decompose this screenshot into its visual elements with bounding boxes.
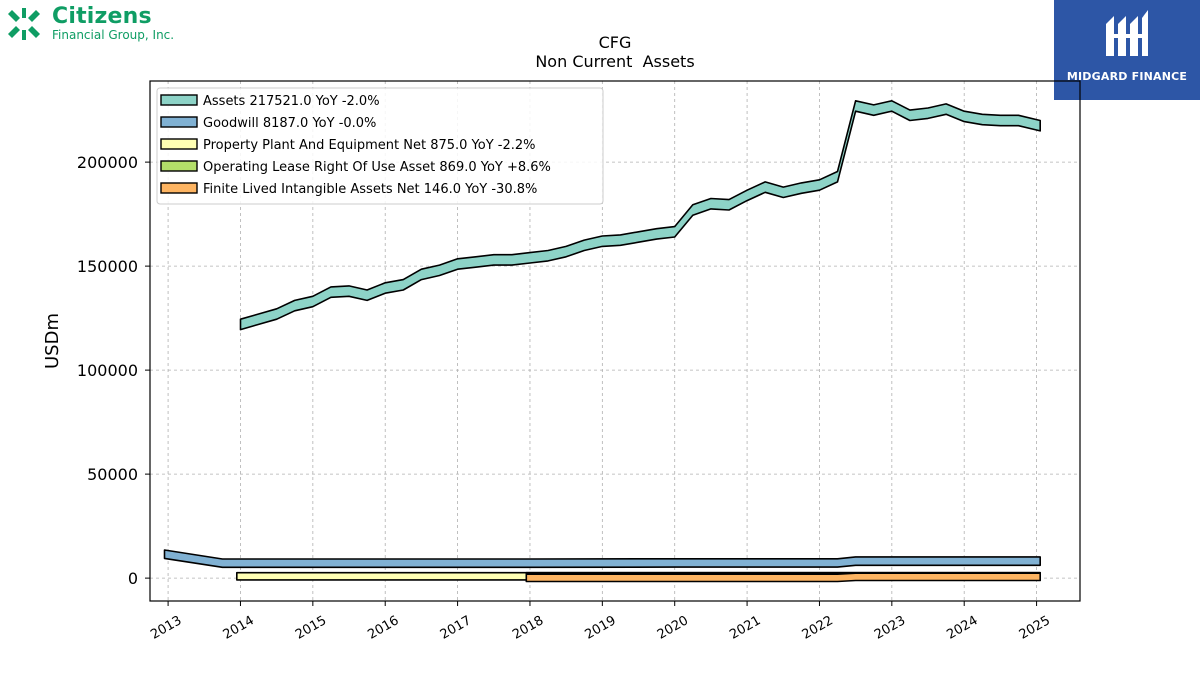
legend: Assets 217521.0 YoY -2.0% Goodwill 8187.0… [156,87,604,205]
x-tick-label: 2015 [293,613,329,643]
legend-entry: Assets 217521.0 YoY -2.0% [203,94,380,109]
y-axis-label: USDm [42,313,63,369]
legend-box [156,87,604,205]
midgard-finance-logo-icon [1106,10,1148,56]
brand-subtitle: Financial Group, Inc. [52,28,175,42]
x-tick-label: 2024 [944,613,980,643]
citizens-logo-mark-icon [8,8,40,40]
x-tick-label: 2016 [365,613,401,643]
chart-subtitle: Non Current Assets [535,52,694,71]
x-tick-label: 2013 [148,613,184,643]
series-band-2 [163,549,1041,569]
legend-entry: Goodwill 8187.0 YoY -0.0% [203,116,376,131]
legend-swatch [160,94,198,106]
series-band-5 [525,572,1041,583]
y-tick-label: 150000 [77,257,138,276]
y-tick-label: 100000 [77,361,138,380]
y-axis: 0 50000 100000 150000 200000 [77,153,150,588]
brand-name: Citizens [52,4,152,29]
y-tick-label: 0 [128,569,138,588]
legend-swatch [160,182,198,194]
midgard-finance-badge: MIDGARD FINANCE [1054,0,1200,100]
x-tick-label: 2014 [221,613,257,643]
chart-title: CFG [599,33,632,52]
legend-entry: Property Plant And Equipment Net 875.0 Y… [203,138,536,153]
x-tick-label: 2018 [510,613,546,643]
legend-swatch [160,160,198,172]
x-tick-label: 2022 [800,613,836,643]
x-tick-label: 2021 [727,613,763,643]
legend-entry: Operating Lease Right Of Use Asset 869.0… [203,160,551,175]
x-tick-label: 2023 [872,613,908,643]
x-tick-label: 2025 [1017,613,1053,643]
legend-swatch [160,116,198,128]
x-axis: 2013 2014 2015 2016 2017 2018 2019 2020 2021 2022… [148,601,1053,643]
badge-label: MIDGARD FINANCE [1066,70,1188,83]
y-tick-label: 200000 [77,153,138,172]
citizens-logo: Citizens Financial Group, Inc. [4,4,204,46]
series-layer [163,100,1041,583]
x-tick-label: 2020 [655,613,691,643]
series-band-1 [239,100,1041,331]
legend-entry: Finite Lived Intangible Assets Net 146.0… [203,182,537,197]
legend-swatch [160,138,198,150]
y-tick-label: 50000 [87,465,138,484]
plot-frame [149,80,1081,602]
x-tick-label: 2017 [438,613,474,643]
x-tick-label: 2019 [583,613,619,643]
